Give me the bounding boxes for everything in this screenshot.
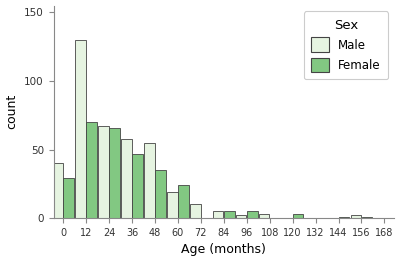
- Bar: [155, 170, 166, 218]
- Bar: [52, 163, 63, 218]
- Bar: [362, 217, 372, 218]
- Bar: [144, 143, 155, 218]
- Bar: [293, 214, 304, 218]
- Bar: [86, 122, 97, 218]
- Y-axis label: count: count: [6, 94, 18, 129]
- Bar: [190, 204, 200, 218]
- Bar: [109, 128, 120, 218]
- Bar: [339, 217, 349, 218]
- Bar: [178, 185, 189, 218]
- Bar: [75, 40, 86, 218]
- Bar: [98, 126, 109, 218]
- Bar: [247, 211, 258, 218]
- Bar: [224, 211, 234, 218]
- Bar: [132, 154, 143, 218]
- Bar: [351, 215, 361, 218]
- Legend: Male, Female: Male, Female: [304, 12, 388, 79]
- X-axis label: Age (months): Age (months): [181, 243, 266, 256]
- Bar: [213, 211, 224, 218]
- Bar: [64, 178, 74, 218]
- Bar: [236, 215, 246, 218]
- Bar: [259, 214, 269, 218]
- Bar: [167, 192, 178, 218]
- Bar: [121, 139, 132, 218]
